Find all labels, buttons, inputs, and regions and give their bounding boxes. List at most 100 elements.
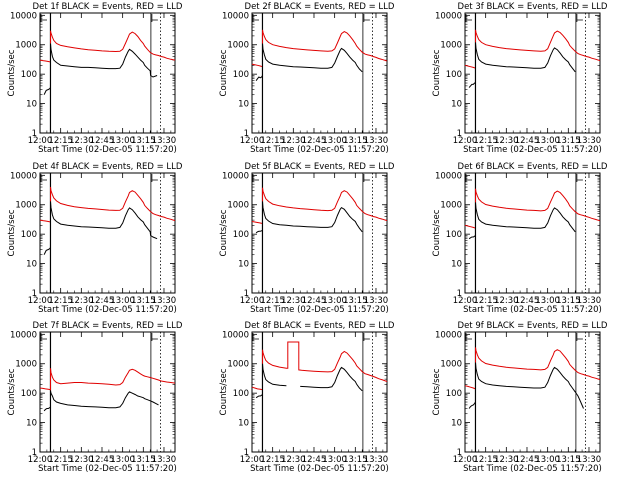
x-tick-label: 13:00	[110, 296, 135, 306]
plot-frame	[39, 172, 176, 294]
x-tick-label: 13:30	[364, 455, 389, 465]
x-tick-label: 12:30	[281, 136, 306, 146]
y-tick-label: 1000	[15, 360, 37, 370]
y-tick-label: 1	[32, 448, 37, 458]
lld-series-line	[39, 186, 176, 223]
y-tick-label: 10	[26, 100, 37, 110]
y-tick-label: 1000	[15, 41, 37, 51]
y-tick-label: 10	[451, 100, 462, 110]
x-tick-label: 12:00	[453, 296, 478, 306]
x-axis-label: Start Time (02-Dec-05 11:57:20)	[38, 464, 177, 474]
x-tick-label: 12:00	[240, 455, 265, 465]
plot-frame	[464, 12, 601, 134]
x-tick-label: 13:15	[343, 136, 368, 146]
events-series-line	[43, 43, 158, 95]
y-tick-label: 10	[238, 419, 249, 429]
panel-title: Det 5f BLACK = Events, RED = LLD	[245, 162, 395, 172]
y-tick-label: 1	[244, 448, 249, 458]
y-tick-label: 1	[244, 129, 249, 139]
lld-series-line	[464, 347, 601, 390]
y-tick-label: 10000	[222, 11, 249, 21]
panel-title: Det 8f BLACK = Events, RED = LLD	[245, 321, 395, 331]
x-tick-label: 13:00	[535, 296, 560, 306]
corner-mark	[151, 14, 158, 22]
x-tick-label: 12:45	[515, 296, 540, 306]
y-axis-label: Counts/sec	[7, 209, 17, 256]
lld-series-line	[39, 368, 176, 391]
corner-mark	[465, 333, 472, 341]
x-tick-label: 12:30	[69, 455, 94, 465]
y-tick-label: 100	[233, 230, 249, 240]
y-tick-label: 1	[457, 129, 462, 139]
events-series-line	[43, 201, 158, 255]
x-axis-label: Start Time (02-Dec-05 11:57:20)	[250, 464, 389, 474]
y-tick-label: 10000	[10, 11, 37, 21]
x-tick-label: 12:45	[90, 296, 115, 306]
corner-mark	[363, 174, 370, 182]
x-tick-label: 12:00	[240, 136, 265, 146]
plot-frame	[39, 12, 176, 134]
x-axis-label: Start Time (02-Dec-05 11:57:20)	[463, 145, 602, 155]
corner-mark	[40, 14, 47, 22]
y-tick-label: 1	[32, 129, 37, 139]
y-tick-label: 1000	[15, 201, 37, 211]
x-tick-label: 13:00	[322, 296, 347, 306]
x-tick-label: 12:30	[494, 296, 519, 306]
y-tick-label: 1	[457, 448, 462, 458]
detector-panel-5: Det 5f BLACK = Events, RED = LLD 1 10 100 10…	[219, 162, 395, 315]
y-tick-label: 10	[451, 419, 462, 429]
y-tick-label: 1000	[440, 360, 462, 370]
plot-frame	[251, 12, 388, 134]
y-tick-label: 1	[32, 289, 37, 299]
corner-mark	[576, 174, 583, 182]
x-tick-label: 13:15	[131, 136, 156, 146]
lld-series-line	[251, 29, 388, 68]
y-tick-label: 10	[26, 260, 37, 270]
y-tick-label: 100	[446, 389, 462, 399]
y-tick-label: 10000	[222, 330, 249, 340]
panel-title: Det 3f BLACK = Events, RED = LLD	[458, 2, 608, 12]
x-axis-label: Start Time (02-Dec-05 11:57:20)	[463, 305, 602, 315]
x-tick-label: 12:30	[494, 136, 519, 146]
events-series-line	[255, 43, 363, 81]
y-tick-label: 1000	[227, 360, 249, 370]
detector-panel-2: Det 2f BLACK = Events, RED = LLD 1 10 100 10…	[219, 2, 395, 155]
y-axis-label: Counts/sec	[432, 209, 442, 256]
detector-panel-1: Det 1f BLACK = Events, RED = LLD 1 10 100 10…	[7, 2, 183, 155]
y-tick-label: 10000	[10, 330, 37, 340]
x-tick-label: 13:00	[535, 455, 560, 465]
x-tick-label: 12:15	[473, 296, 498, 306]
y-axis-label: Counts/sec	[219, 368, 229, 415]
x-tick-label: 13:30	[152, 136, 177, 146]
y-tick-label: 1	[244, 289, 249, 299]
x-tick-label: 13:30	[364, 136, 389, 146]
events-series-line	[300, 366, 363, 392]
x-tick-label: 13:15	[131, 455, 156, 465]
y-axis-label: Counts/sec	[7, 49, 17, 96]
lld-series-line	[251, 187, 388, 225]
corner-mark	[465, 174, 472, 182]
y-tick-label: 10	[451, 260, 462, 270]
x-tick-label: 13:15	[343, 455, 368, 465]
y-tick-label: 1000	[440, 41, 462, 51]
events-series-line	[255, 201, 363, 234]
x-tick-label: 12:45	[302, 455, 327, 465]
lld-series-line	[464, 29, 601, 69]
corner-mark	[40, 333, 47, 341]
x-axis-label: Start Time (02-Dec-05 11:57:20)	[250, 145, 389, 155]
corner-mark	[465, 14, 472, 22]
y-axis-label: Counts/sec	[219, 49, 229, 96]
x-tick-label: 13:00	[110, 455, 135, 465]
y-axis-label: Counts/sec	[219, 209, 229, 256]
corner-mark	[40, 174, 47, 182]
events-series-line	[43, 390, 159, 412]
corner-mark	[363, 333, 370, 341]
x-tick-label: 13:30	[577, 455, 602, 465]
y-tick-label: 100	[233, 70, 249, 80]
panel-title: Det 6f BLACK = Events, RED = LLD	[458, 162, 608, 172]
x-axis-label: Start Time (02-Dec-05 11:57:20)	[250, 305, 389, 315]
x-tick-label: 13:30	[364, 296, 389, 306]
corner-mark	[151, 333, 158, 341]
detector-panel-8: Det 8f BLACK = Events, RED = LLD 1 10 100 10…	[219, 321, 395, 474]
x-tick-label: 12:45	[302, 136, 327, 146]
